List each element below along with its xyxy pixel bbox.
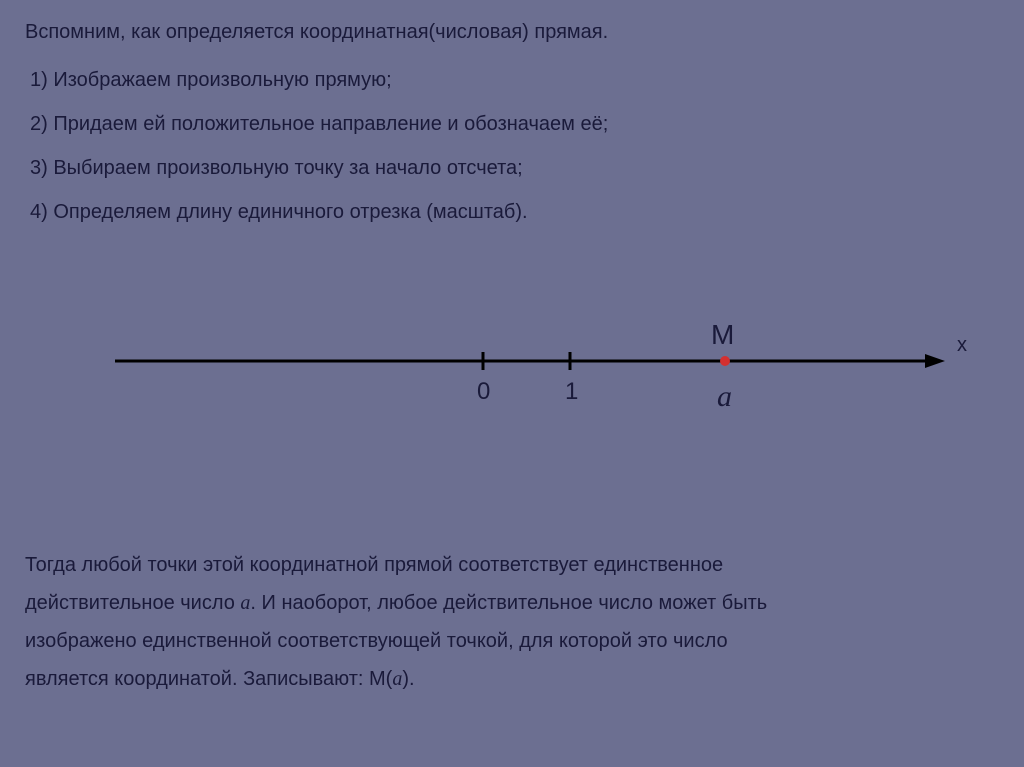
list-item-4: 4) Определяем длину единичного отрезка (…	[25, 198, 999, 226]
conclusion-line4-p2: ).	[402, 668, 414, 690]
number-line-diagram: 0 1 М a x	[25, 296, 999, 476]
list-item-1: 1) Изображаем произвольную прямую;	[25, 66, 999, 94]
conclusion-line2-p1: действительное число	[25, 592, 240, 614]
conclusion-line3: изображено единственной соответствующей …	[25, 630, 728, 652]
conclusion-line1: Тогда любой точки этой координатной прям…	[25, 554, 723, 576]
intro-text: Вспомним, как определяется координатная(…	[25, 18, 999, 46]
point-m	[720, 356, 730, 366]
label-a: a	[717, 380, 732, 413]
conclusion-a2: a	[392, 668, 402, 690]
label-0: 0	[477, 378, 490, 405]
label-1: 1	[565, 378, 578, 405]
list-item-3: 3) Выбираем произвольную точку за начало…	[25, 154, 999, 182]
label-x: x	[957, 334, 967, 356]
arrowhead	[925, 354, 945, 368]
conclusion-line4-p1: является координатой. Записывают: М(	[25, 668, 392, 690]
conclusion-text: Тогда любой точки этой координатной прям…	[25, 546, 999, 698]
number-line-svg: 0 1 М a x	[25, 296, 1024, 476]
label-M: М	[711, 319, 734, 350]
conclusion-line2-p2: . И наоборот, любое действительное число…	[250, 592, 767, 614]
conclusion-a1: a	[240, 592, 250, 614]
list-item-2: 2) Придаем ей положительное направление …	[25, 110, 999, 138]
